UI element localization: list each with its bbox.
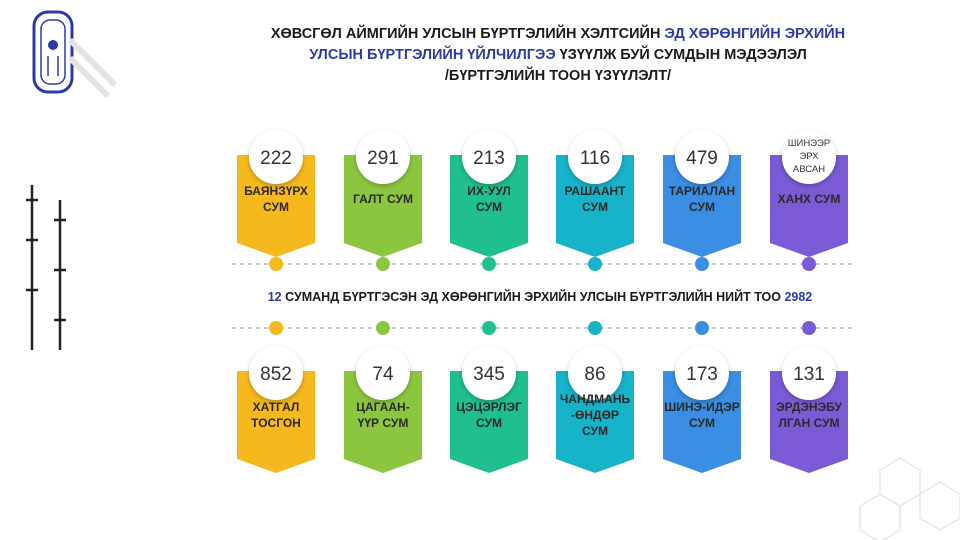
decor-stripes <box>67 37 118 99</box>
number-badge <box>675 346 729 400</box>
text-span: ХӨВСГӨЛ АЙМГИЙН УЛСЫН БҮРТГЭЛИЙН ХЭЛТСИЙ… <box>271 24 665 42</box>
card-label: БАЯНЗҮРХ <box>244 184 308 198</box>
text-span: СУМАНД БҮРТГЭСЭН ЭД ХӨРӨНГИЙН ЭРХИЙН УЛС… <box>282 289 785 304</box>
number: 345 <box>473 364 505 385</box>
card-label: ЛГАН СУМ <box>778 416 839 430</box>
ribbon <box>237 155 315 257</box>
card-label: ЦЭЦЭРЛЭГ <box>456 400 522 414</box>
text-span: ҮЗҮҮЛЖ БУЙ СУМДЫН МЭДЭЭЛЭЛ <box>556 45 807 63</box>
timeline-dot <box>269 257 283 271</box>
number: 222 <box>260 148 292 169</box>
card-label: ЭРДЭНЭБУ <box>776 400 842 414</box>
ribbon <box>770 155 848 257</box>
total-text: 12 СУМАНД БҮРТГЭСЭН ЭД ХӨРӨНГИЙН ЭРХИЙН … <box>268 289 813 304</box>
card-label: ШИНЭ-ИДЭР <box>664 400 740 414</box>
number-badge <box>249 346 303 400</box>
card-label: ХАТГАЛ <box>253 400 300 414</box>
card-label: СУМ <box>582 200 608 214</box>
number: 173 <box>686 364 718 385</box>
timeline-dot <box>376 257 390 271</box>
text-span: 12 <box>268 290 282 304</box>
card-label: ТАРИАЛАН <box>669 184 735 198</box>
card-label: ҮҮР СУМ <box>358 416 409 430</box>
number-badge <box>568 346 622 400</box>
decor-hexagons <box>859 457 960 540</box>
number-badge <box>782 346 836 400</box>
ribbon <box>344 155 422 257</box>
number-badge <box>356 346 410 400</box>
timeline-dot <box>588 257 602 271</box>
number-badge <box>356 130 410 184</box>
timeline-dot <box>482 321 496 335</box>
timeline-dot <box>802 257 816 271</box>
text-span: УЛСЫН БҮРТГЭЛИЙН ҮЙЛЧИЛГЭЭ <box>309 45 555 63</box>
ribbon <box>344 371 422 473</box>
timeline-dot <box>802 321 816 335</box>
title-line: УЛСЫН БҮРТГЭЛИЙН ҮЙЛЧИЛГЭЭ ҮЗҮҮЛЖ БУЙ СУ… <box>309 45 807 63</box>
number: 852 <box>260 364 292 385</box>
badge-text: ШИНЭЭР <box>788 138 830 149</box>
text-span: /БҮРТГЭЛИЙН ТООН ҮЗҮҮЛЭЛТ/ <box>445 66 671 84</box>
ribbon <box>556 155 634 257</box>
ribbon <box>556 371 634 473</box>
card-label: СУМ <box>476 416 502 430</box>
number: 479 <box>686 148 718 169</box>
text-span: 2982 <box>784 290 812 304</box>
title-line: ХӨВСГӨЛ АЙМГИЙН УЛСЫН БҮРТГЭЛИЙН ХЭЛТСИЙ… <box>271 24 845 42</box>
number: 74 <box>372 364 394 385</box>
logo <box>32 10 74 94</box>
ribbon <box>237 371 315 473</box>
number-badge <box>462 346 516 400</box>
card-label: СУМ <box>689 200 715 214</box>
card-label: СУМ <box>689 416 715 430</box>
ribbon <box>450 371 528 473</box>
number-badge <box>462 130 516 184</box>
ribbon <box>770 371 848 473</box>
card-label: ХАНХ СУМ <box>778 192 841 206</box>
timeline-dot <box>376 321 390 335</box>
card-label: ТОСГОН <box>251 416 301 430</box>
ribbon <box>450 155 528 257</box>
timeline-dot <box>695 257 709 271</box>
timeline-dot <box>482 257 496 271</box>
timeline-dot <box>695 321 709 335</box>
card-label: -ӨНДӨР <box>571 408 619 422</box>
card-label: СУМ <box>263 200 289 214</box>
card-label: СУМ <box>476 200 502 214</box>
badge-text: АВСАН <box>793 164 825 175</box>
number-badge <box>249 130 303 184</box>
card-label: ИХ-УУЛ <box>467 184 511 198</box>
timeline-dot <box>588 321 602 335</box>
number-badge <box>782 130 836 184</box>
vertical-script-decor <box>26 185 66 350</box>
card-label: РАШААНТ <box>564 184 626 198</box>
card-label: ЦАГААН- <box>356 400 409 414</box>
number: 291 <box>367 148 399 169</box>
timeline-dot <box>269 321 283 335</box>
title-line: /БҮРТГЭЛИЙН ТООН ҮЗҮҮЛЭЛТ/ <box>445 66 671 84</box>
card-label: ГАЛТ СУМ <box>353 192 413 206</box>
number: 131 <box>793 364 825 385</box>
ribbon <box>663 155 741 257</box>
number-badge <box>675 130 729 184</box>
number-badge <box>568 130 622 184</box>
card-label: ЧАНДМАНЬ <box>560 392 631 406</box>
card-label: СУМ <box>582 424 608 438</box>
number: 86 <box>584 364 605 385</box>
text-span: ЭД ХӨРӨНГИЙН ЭРХИЙН <box>664 24 845 42</box>
number: 213 <box>473 148 505 169</box>
ribbon <box>663 371 741 473</box>
badge-text: ЭРХ <box>799 151 819 162</box>
number: 116 <box>580 148 610 169</box>
